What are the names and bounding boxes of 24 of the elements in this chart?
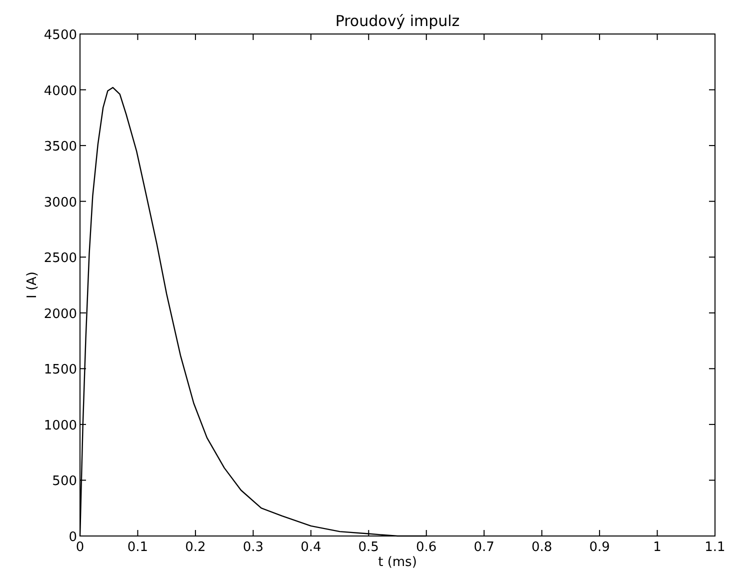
x-tick-label: 0.9 <box>589 540 610 555</box>
y-tick-label: 3000 <box>44 195 77 210</box>
chart-title: Proudový impulz <box>335 12 460 30</box>
x-tick-label: 0.5 <box>358 540 379 555</box>
x-tick-label: 0.6 <box>416 540 437 555</box>
y-tick-label: 500 <box>52 474 77 490</box>
x-tick-label: 0.7 <box>474 540 494 555</box>
y-tick-label: 3500 <box>44 140 77 155</box>
x-tick-label: 0.4 <box>300 540 322 555</box>
y-tick-label: 1500 <box>44 362 77 378</box>
x-tick-label: 0.3 <box>242 540 264 555</box>
y-tick-label: 1000 <box>44 418 77 434</box>
y-tick-label: 4500 <box>44 28 77 43</box>
y-tick-label: 4000 <box>44 84 77 99</box>
x-tick-label: 1.1 <box>704 540 726 555</box>
y-axis-title: I (A) <box>25 271 40 299</box>
x-tick-label: 0.2 <box>185 540 206 555</box>
y-tick-label: 0 <box>68 530 77 545</box>
x-tick-label: 1 <box>653 540 662 555</box>
x-axis-title: t (ms) <box>378 555 417 570</box>
x-tick-label: 0.1 <box>127 540 148 555</box>
y-tick-label: 2000 <box>44 306 77 322</box>
x-tick-label: 0.8 <box>531 540 552 555</box>
y-tick-label: 2500 <box>44 251 77 266</box>
